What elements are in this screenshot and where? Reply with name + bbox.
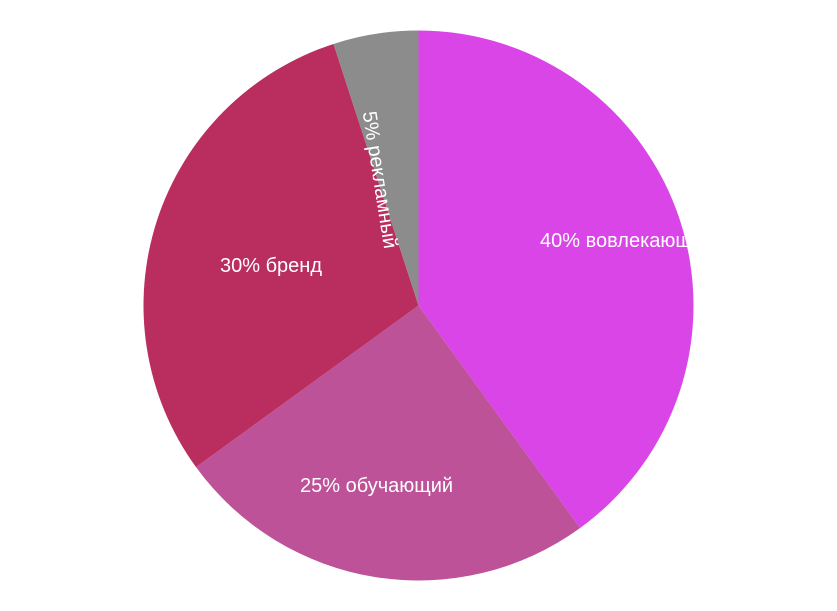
pie-chart-container: 40% вовлекающий25% обучающий30% бренд5% …	[0, 0, 837, 611]
pie-chart	[0, 0, 837, 611]
